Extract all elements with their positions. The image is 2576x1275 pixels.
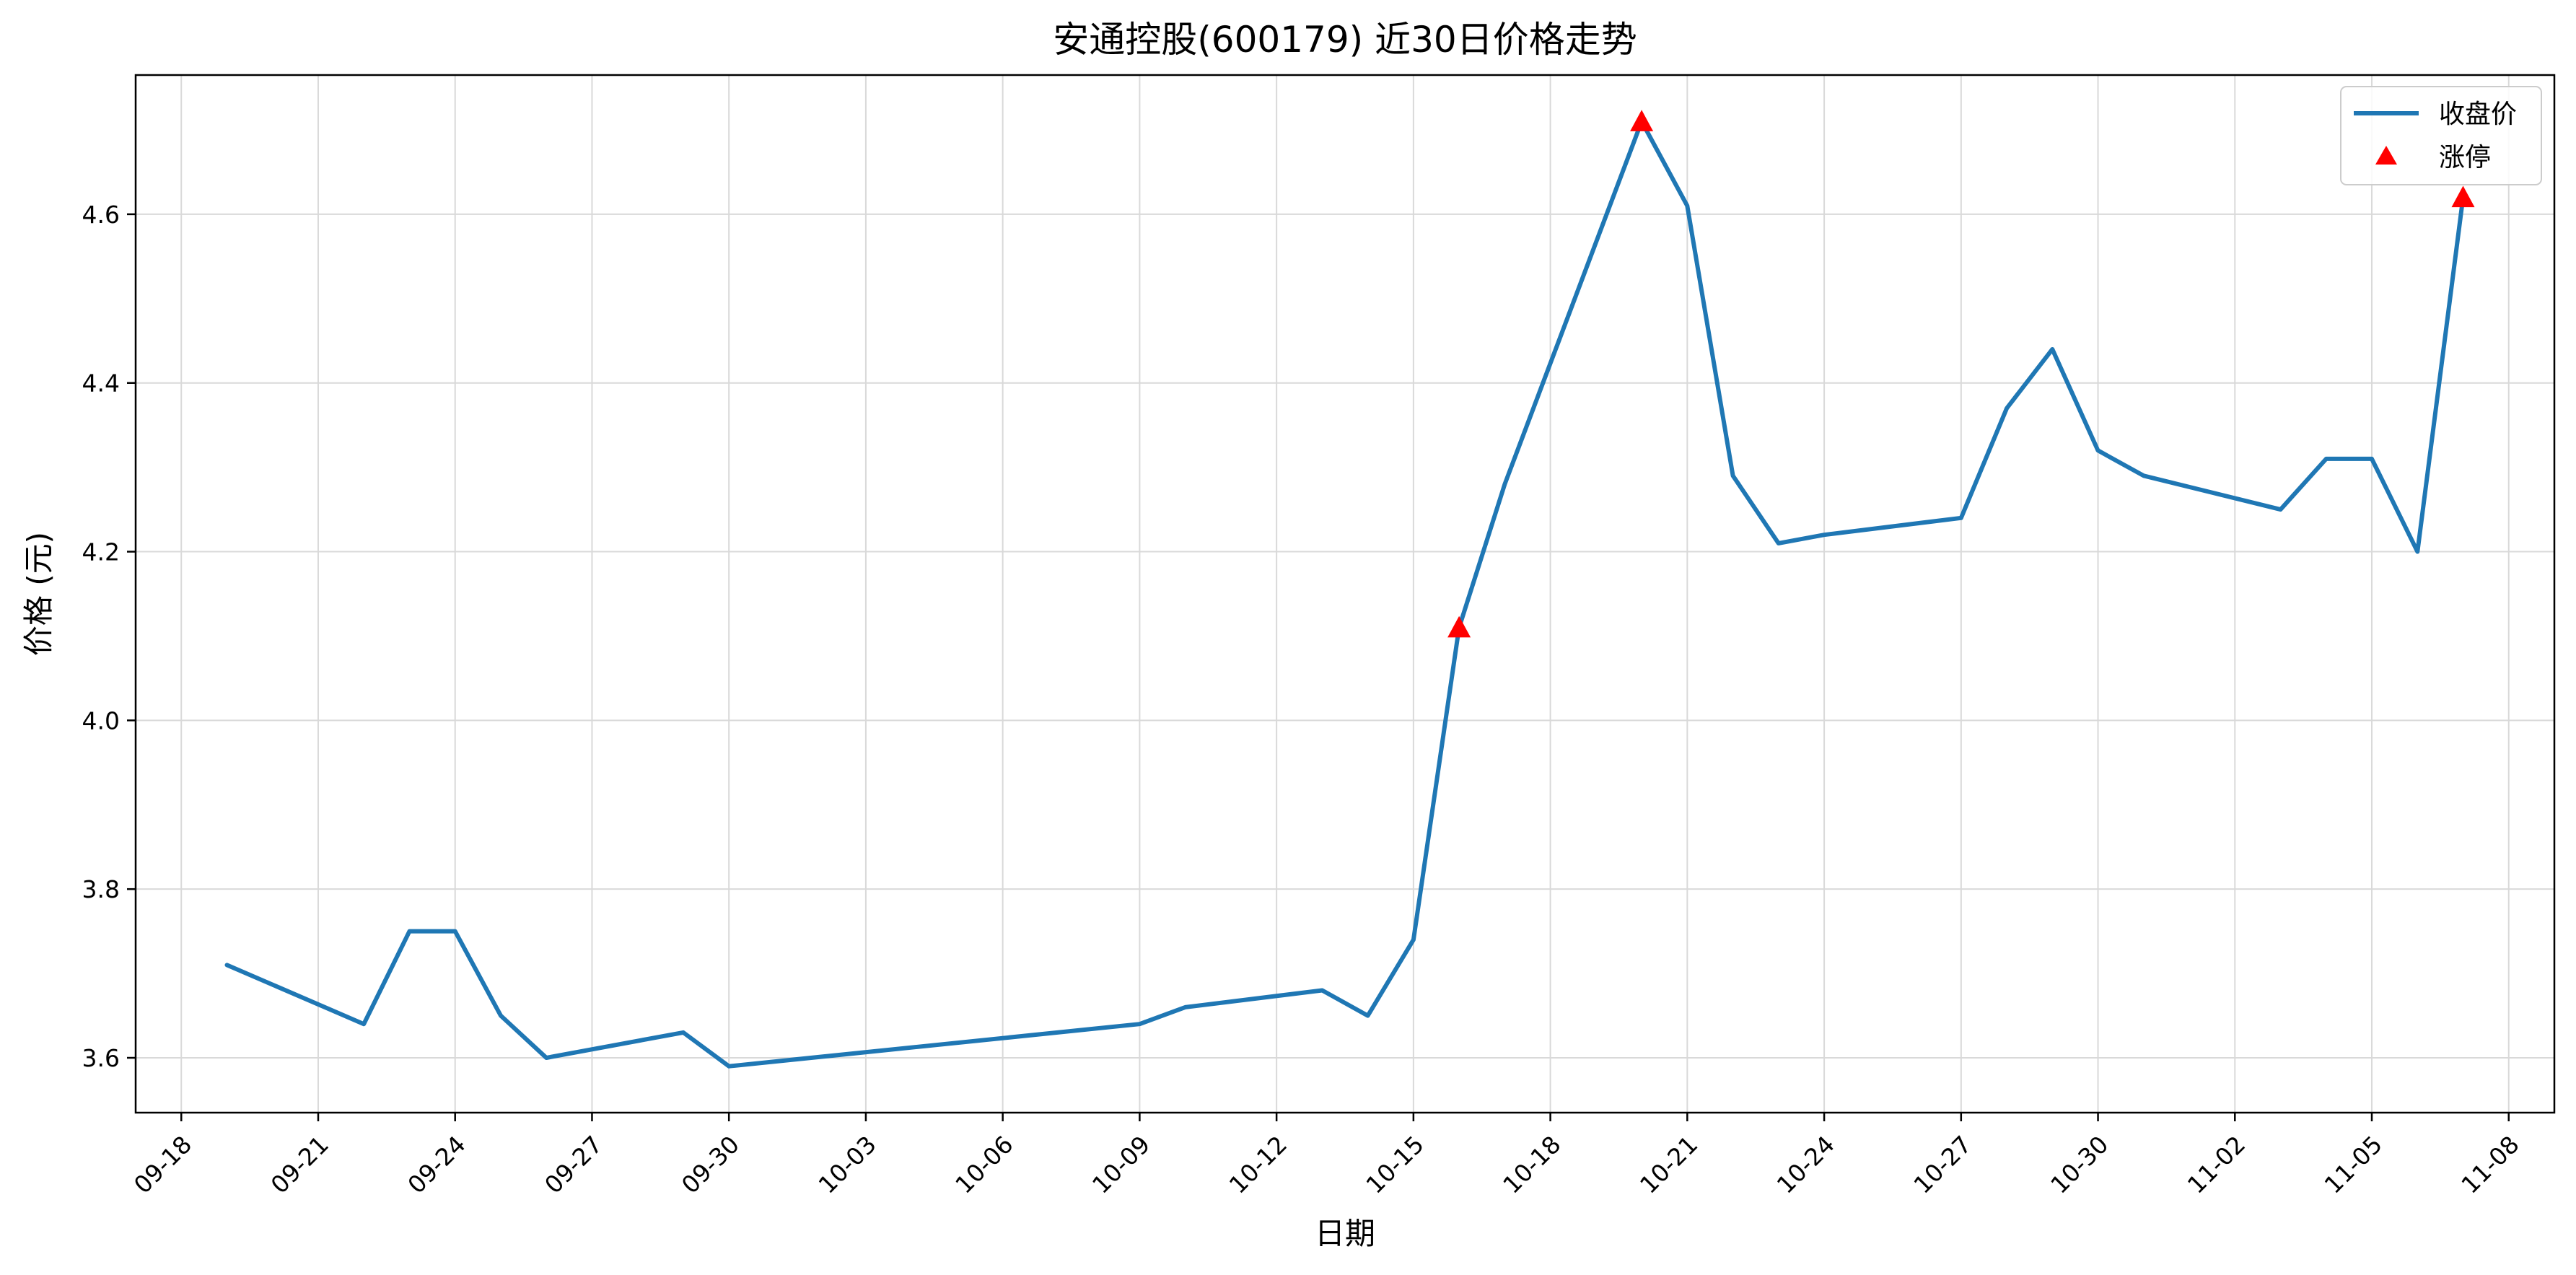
limit-up-marker	[2451, 185, 2475, 208]
y-tick-label: 4.2	[82, 538, 120, 566]
y-tick-label: 4.4	[82, 369, 120, 398]
limit-up-marker	[1447, 615, 1471, 638]
x-axis-label: 日期	[1315, 1216, 1375, 1251]
chart-title: 安通控股(600179) 近30日价格走势	[1053, 19, 1637, 61]
y-tick-label: 4.6	[82, 201, 120, 229]
y-axis: 3.6 3.8 4.0 4.2 4.4 4.6	[82, 201, 136, 1072]
y-tick-label: 4.0	[82, 706, 120, 735]
plot-frame	[134, 74, 2556, 1114]
legend: 收盘价 涨停	[2340, 86, 2542, 185]
legend-label-close: 收盘价	[2439, 100, 2517, 129]
legend-swatch-triangle	[2375, 146, 2397, 165]
y-tick-label: 3.6	[82, 1044, 120, 1072]
series-layer	[224, 110, 2475, 1069]
limit-up-marker	[1630, 110, 1654, 131]
grid	[136, 75, 2554, 1113]
legend-label-limit-up: 涨停	[2439, 143, 2491, 172]
y-axis-label: 价格 (元)	[21, 532, 56, 656]
series-close-price-line	[224, 119, 2466, 1069]
y-tick-label: 3.8	[82, 875, 120, 903]
